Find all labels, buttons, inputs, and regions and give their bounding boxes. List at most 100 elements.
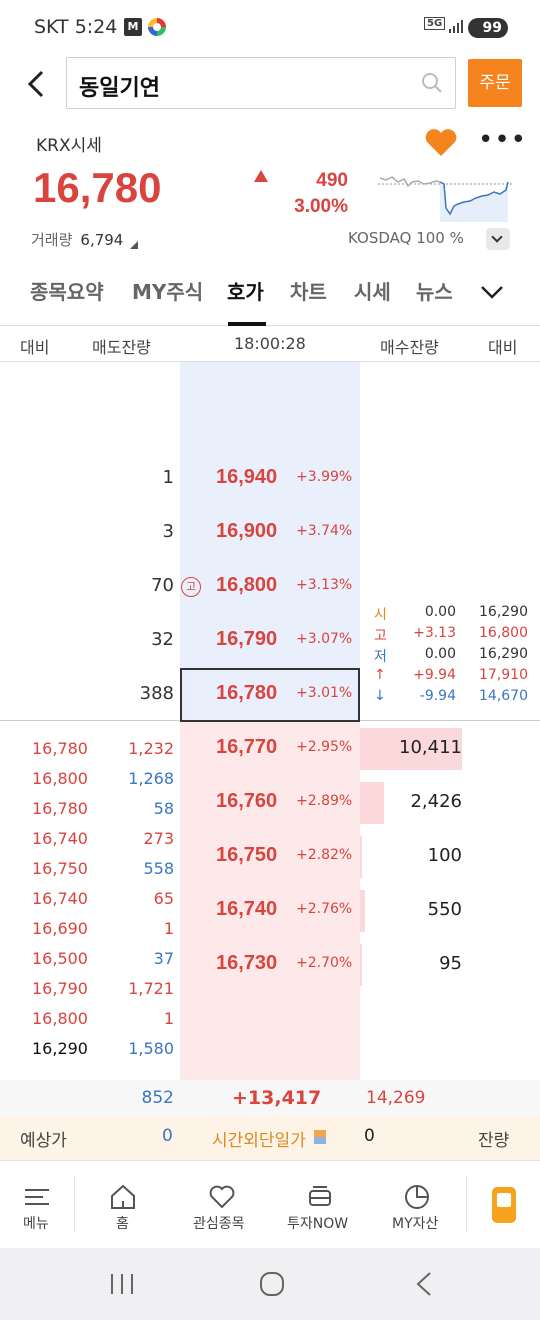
bid-qty-bar xyxy=(360,728,462,770)
bid-rate: +2.70% xyxy=(296,955,353,971)
order-button[interactable]: 주문 xyxy=(468,59,522,107)
stat-low: 저 0.00 16,290 xyxy=(374,646,528,665)
up-triangle-icon xyxy=(254,170,268,182)
heart-icon[interactable] xyxy=(424,128,458,158)
tab-summary[interactable]: 종목요약 xyxy=(30,280,104,304)
bid-row[interactable]: 16,730 +2.70% xyxy=(0,938,540,992)
index-label: KOSDAQ xyxy=(348,229,412,247)
bid-rate: +2.89% xyxy=(296,793,353,809)
bid-price: 16,750 xyxy=(216,844,278,866)
bid-qty: 100 xyxy=(427,845,462,866)
tab-orderbook[interactable]: 호가 xyxy=(227,280,264,304)
nav-divider xyxy=(466,1175,467,1233)
bid-row[interactable]: 16,760 +2.89% xyxy=(0,776,540,830)
ask-qty-header: 매도잔량 xyxy=(92,338,151,357)
tab-chart[interactable]: 차트 xyxy=(290,280,327,304)
active-tab-indicator xyxy=(228,322,266,326)
ask-price-column xyxy=(180,362,360,720)
orderbook-time: 18:00:28 xyxy=(234,334,306,353)
ask-rate: +3.07% xyxy=(296,631,353,647)
bid-row[interactable]: 16,740 +2.76% xyxy=(0,884,540,938)
high-badge: 고 xyxy=(181,577,201,597)
stack-icon xyxy=(309,1186,331,1206)
ask-price: 16,780 xyxy=(216,682,278,704)
nav-home[interactable]: 홈 xyxy=(90,1161,156,1249)
ask-qty: 388 xyxy=(139,683,174,704)
bid-row[interactable]: 16,750 +2.82% xyxy=(0,830,540,884)
carrier-time: SKT 5:24 xyxy=(34,16,118,38)
recent-apps-icon[interactable] xyxy=(108,1272,136,1296)
expected-value: 0 xyxy=(162,1126,173,1146)
heart-icon xyxy=(209,1185,235,1209)
bid-total: 14,269 xyxy=(366,1088,426,1108)
ask-price: 16,790 xyxy=(216,628,278,650)
bid-qty: 95 xyxy=(439,953,462,974)
bid-rate: +2.76% xyxy=(296,901,353,917)
orderbook-totals: 852 +13,417 14,269 xyxy=(0,1080,540,1116)
index-info: KOSDAQ 100 % xyxy=(348,229,464,247)
right-diff-header: 대비 xyxy=(488,338,518,357)
back-button-icon[interactable] xyxy=(412,1270,436,1298)
expected-label: 예상가 xyxy=(20,1131,67,1151)
ask-row[interactable]: 32 16,790 +3.07% xyxy=(0,614,540,668)
bid-price: 16,740 xyxy=(216,898,278,920)
tab-bar: 종목요약 MY주식 호가 차트 시세 뉴스 xyxy=(0,264,540,326)
stock-search-input[interactable]: 동일기연 xyxy=(66,57,456,109)
left-diff-header: 대비 xyxy=(20,338,50,357)
remain-label: 잔량 xyxy=(478,1131,510,1151)
stat-upper-limit: ↑ +9.94 17,910 xyxy=(374,667,528,683)
daily-stats: 시 0.00 16,290 고 +3.13 16,800 저 0.00 16,290 ↑ +9… xyxy=(372,604,532,709)
phone-order-icon[interactable] xyxy=(492,1187,516,1223)
after-hours-label[interactable]: 시간외단일가 xyxy=(212,1131,306,1151)
ask-price: 16,940 xyxy=(216,466,278,488)
network-badge: 5G xyxy=(424,17,446,30)
ask-row[interactable]: 1 16,940 +3.99% xyxy=(0,452,540,506)
nav-watchlist[interactable]: 관심종목 xyxy=(180,1161,264,1249)
current-price: 16,780 xyxy=(33,164,162,211)
ask-rate: +3.99% xyxy=(296,469,353,485)
ask-qty: 70 xyxy=(151,575,174,596)
hourglass-icon xyxy=(314,1130,326,1144)
ask-qty: 3 xyxy=(162,521,174,542)
bid-price: 16,730 xyxy=(216,952,278,974)
bid-qty-bar xyxy=(360,890,365,932)
menu-icon xyxy=(25,1189,49,1205)
ask-row[interactable]: 388 16,780 +3.01% xyxy=(0,668,540,722)
total-diff: +13,417 xyxy=(232,1087,322,1109)
tab-news[interactable]: 뉴스 xyxy=(416,280,453,304)
bid-qty-bar xyxy=(360,944,362,986)
back-arrow-icon[interactable] xyxy=(22,64,54,104)
nav-my-assets[interactable]: MY자산 xyxy=(380,1161,454,1249)
volume-corner-icon xyxy=(130,241,138,249)
bid-rate: +2.82% xyxy=(296,847,353,863)
stat-high: 고 +3.13 16,800 xyxy=(374,625,528,644)
ask-row[interactable]: 3 16,900 +3.74% xyxy=(0,506,540,560)
system-navigation-bar xyxy=(0,1248,540,1320)
intraday-mini-chart xyxy=(378,176,514,222)
chevron-down-icon[interactable] xyxy=(480,280,504,304)
expand-button[interactable] xyxy=(486,228,510,250)
nav-menu[interactable]: 메뉴 xyxy=(0,1161,74,1249)
bid-qty-bar xyxy=(360,836,362,878)
bid-row[interactable]: 16,770 +2.95% xyxy=(0,722,540,776)
index-pct: 100 % xyxy=(416,229,464,247)
home-button-icon[interactable] xyxy=(258,1270,286,1298)
bottom-navigation: 메뉴 홈 관심종목 투자NOW MY자산 xyxy=(0,1160,540,1248)
price-change: 490 xyxy=(316,170,348,191)
ask-row[interactable]: 70 16,800 +3.13% xyxy=(0,560,540,614)
search-icon[interactable] xyxy=(421,72,443,94)
bid-qty-header: 매수잔량 xyxy=(380,338,439,357)
ask-qty: 32 xyxy=(151,629,174,650)
stock-name: 동일기연 xyxy=(79,75,160,100)
chevron-down-icon xyxy=(491,231,503,243)
bid-qty: 2,426 xyxy=(410,791,462,812)
ask-price: 16,900 xyxy=(216,520,278,542)
tab-my-stock[interactable]: MY주식 xyxy=(132,280,204,304)
price-change-pct: 3.00% xyxy=(294,196,348,217)
status-bar: SKT 5:24 M 5G 99 xyxy=(0,0,540,56)
volume: 거래량 6,794 xyxy=(31,229,123,250)
nav-invest-now[interactable]: 투자NOW xyxy=(280,1161,360,1249)
tab-quotes[interactable]: 시세 xyxy=(354,280,391,304)
more-options-icon[interactable]: ••• xyxy=(478,125,528,155)
stat-open: 시 0.00 16,290 xyxy=(374,604,528,623)
